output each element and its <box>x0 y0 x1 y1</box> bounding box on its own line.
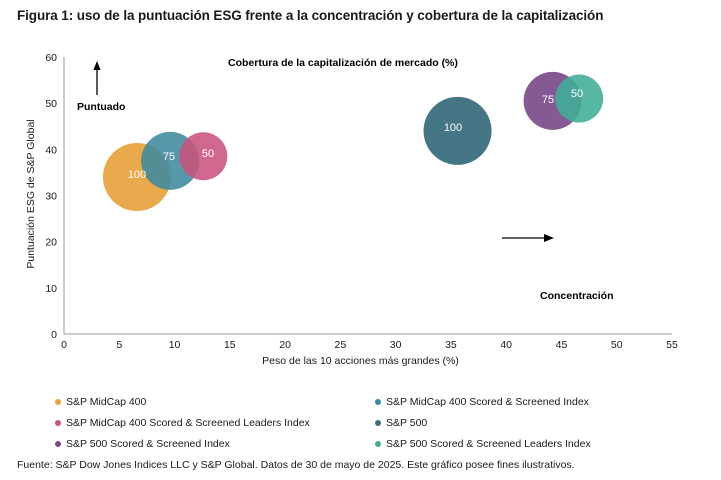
x-tick-label: 45 <box>556 339 568 351</box>
x-tick-label: 15 <box>224 339 236 351</box>
bubble-value-label: 100 <box>128 169 146 181</box>
bubble-sp-500-scored-screened-leaders[interactable] <box>555 74 604 123</box>
x-tick-label: 0 <box>61 339 67 351</box>
bubble-value-label: 50 <box>202 148 214 160</box>
x-axis-title: Peso de las 10 acciones más grandes (%) <box>262 355 459 367</box>
legend-row: S&P 500 Scored & Screened Index S&P 500 … <box>55 433 695 454</box>
legend-item-sp-500[interactable]: S&P 500 <box>375 417 695 429</box>
y-tick-label: 10 <box>45 283 57 295</box>
x-tick-label: 50 <box>611 339 623 351</box>
x-tick-label: 35 <box>445 339 457 351</box>
bubble-value-label: 100 <box>444 122 462 134</box>
y-tick-label: 0 <box>51 329 57 341</box>
bubble-sp-midcap-400-scored-screened-leaders[interactable] <box>179 132 228 181</box>
figure-title: Figura 1: uso de la puntuación ESG frent… <box>17 8 604 23</box>
x-tick-label: 30 <box>390 339 402 351</box>
source-note: Fuente: S&P Dow Jones Indices LLC y S&P … <box>17 459 575 471</box>
legend-marker-icon <box>55 440 61 447</box>
legend-marker-icon <box>55 419 61 426</box>
bubble-value-label: 75 <box>163 151 175 163</box>
legend-marker-icon <box>55 398 61 405</box>
x-tick-label: 40 <box>500 339 512 351</box>
y-tick-label: 30 <box>45 191 57 203</box>
x-tick-label: 5 <box>116 339 122 351</box>
legend-item-sp-500-scored-screened-leaders[interactable]: S&P 500 Scored & Screened Leaders Index <box>375 438 695 450</box>
chart-legend: S&P MidCap 400 S&P MidCap 400 Scored & S… <box>55 391 695 454</box>
legend-label: S&P 500 Scored & Screened Index <box>66 437 230 450</box>
legend-label: S&P 500 Scored & Screened Leaders Index <box>386 437 591 450</box>
legend-marker-icon <box>375 398 381 405</box>
chart-plot-area: 60 50 40 30 20 10 0 0 5 10 15 20 25 30 3… <box>45 52 678 351</box>
legend-item-sp-midcap-400-scored-screened-leaders[interactable]: S&P MidCap 400 Scored & Screened Leaders… <box>55 417 375 429</box>
annotation-scored: Puntuado <box>77 101 126 113</box>
legend-marker-icon <box>375 440 381 447</box>
legend-row: S&P MidCap 400 S&P MidCap 400 Scored & S… <box>55 391 695 412</box>
annotation-coverage: Cobertura de la capitalización de mercad… <box>228 57 458 69</box>
scored-arrow-icon <box>93 61 101 95</box>
y-tick-label: 40 <box>45 144 57 156</box>
y-tick-label: 60 <box>45 52 57 64</box>
legend-item-sp-500-scored-screened[interactable]: S&P 500 Scored & Screened Index <box>55 438 375 450</box>
bubble-value-label: 50 <box>571 88 583 100</box>
y-tick-label: 50 <box>45 98 57 110</box>
y-axis-title: Puntuación ESG de S&P Global <box>25 119 37 269</box>
y-tick-label: 20 <box>45 237 57 249</box>
legend-item-sp-midcap-400-scored-screened[interactable]: S&P MidCap 400 Scored & Screened Index <box>375 396 695 408</box>
x-tick-label: 25 <box>335 339 347 351</box>
x-tick-label: 55 <box>666 339 678 351</box>
bubble-sp-500[interactable] <box>423 96 492 165</box>
legend-item-sp-midcap-400[interactable]: S&P MidCap 400 <box>55 396 375 408</box>
x-tick-label: 10 <box>169 339 181 351</box>
legend-label: S&P MidCap 400 Scored & Screened Leaders… <box>66 416 310 429</box>
legend-row: S&P MidCap 400 Scored & Screened Leaders… <box>55 412 695 433</box>
concentration-arrow-icon <box>502 234 554 242</box>
legend-label: S&P MidCap 400 <box>66 395 147 408</box>
x-tick-label: 20 <box>279 339 291 351</box>
bubble-value-label: 75 <box>542 94 554 106</box>
legend-label: S&P 500 <box>386 416 428 429</box>
legend-marker-icon <box>375 419 381 426</box>
legend-label: S&P MidCap 400 Scored & Screened Index <box>386 395 589 408</box>
annotation-concentration: Concentración <box>540 290 614 302</box>
